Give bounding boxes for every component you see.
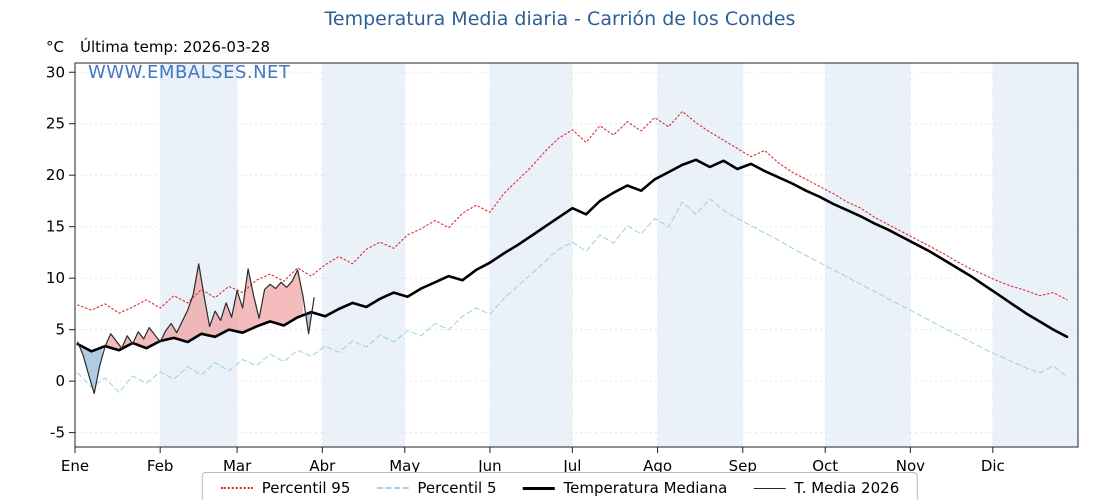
legend-label: Percentil 5 xyxy=(417,479,497,497)
x-tick-label: Ene xyxy=(61,457,89,475)
fill-below-median xyxy=(305,312,312,334)
y-axis-unit-label: °C xyxy=(46,38,64,56)
x-tick-label: Jun xyxy=(477,457,501,475)
x-tick-label: Ago xyxy=(643,457,672,475)
legend-label: Percentil 95 xyxy=(261,479,351,497)
y-tick-label: 10 xyxy=(46,269,65,287)
series-t-media-2026 xyxy=(77,263,315,395)
x-tick-label: May xyxy=(389,457,420,475)
y-tick-label: 15 xyxy=(46,218,65,236)
percentil-5-line-swatch xyxy=(376,487,409,489)
y-tick-label: 25 xyxy=(46,115,65,133)
month-band xyxy=(825,63,911,447)
legend-item-percentil-95: Percentil 95 xyxy=(220,479,351,497)
legend-item-percentil-5: Percentil 5 xyxy=(376,479,496,497)
plot-frame xyxy=(74,62,1079,448)
x-tick-label: Nov xyxy=(896,457,925,475)
x-tick-label: Dic xyxy=(981,457,1005,475)
t-media-2026-line-swatch xyxy=(753,487,786,489)
chart-title: Temperatura Media diaria - Carrión de lo… xyxy=(324,8,796,30)
month-band xyxy=(160,63,238,447)
fill-above-median xyxy=(135,327,158,349)
chart-legend: Percentil 95 Percentil 5 Temperatura Med… xyxy=(201,472,919,500)
fill-below-median xyxy=(80,345,103,394)
month-band xyxy=(322,63,405,447)
percentil-95-line-swatch xyxy=(220,487,253,489)
month-band xyxy=(657,63,743,447)
y-tick-label: 20 xyxy=(46,166,65,184)
legend-label: Temperatura Mediana xyxy=(563,479,728,497)
x-tick-label: Feb xyxy=(147,457,174,475)
series-temperatura-mediana xyxy=(76,158,1069,353)
x-tick-label: Oct xyxy=(812,457,838,475)
last-temp-annotation: Última temp: 2026-03-28 xyxy=(80,38,271,56)
x-tick-label: Jul xyxy=(562,457,581,475)
x-tick-label: Mar xyxy=(223,457,252,475)
x-tick-label: Sep xyxy=(729,457,757,475)
series-percentil-5 xyxy=(77,198,1068,393)
legend-label: T. Media 2026 xyxy=(794,479,900,497)
y-tick-label: 30 xyxy=(46,63,65,81)
watermark-text: WWW.EMBALSES.NET xyxy=(88,62,291,83)
fill-above-median xyxy=(105,333,130,351)
legend-item-temperatura-mediana: Temperatura Mediana xyxy=(522,479,727,497)
y-tick-label: 0 xyxy=(55,372,65,390)
series-percentil-95 xyxy=(77,110,1068,314)
temperatura-mediana-line-swatch xyxy=(522,486,555,490)
y-tick-label: 5 xyxy=(55,321,65,339)
month-band xyxy=(992,63,1078,447)
x-tick-label: Abr xyxy=(309,457,336,475)
y-tick-label: -5 xyxy=(50,424,65,442)
legend-item-t-media-2026: T. Media 2026 xyxy=(753,479,899,497)
fill-above-median xyxy=(162,263,304,342)
